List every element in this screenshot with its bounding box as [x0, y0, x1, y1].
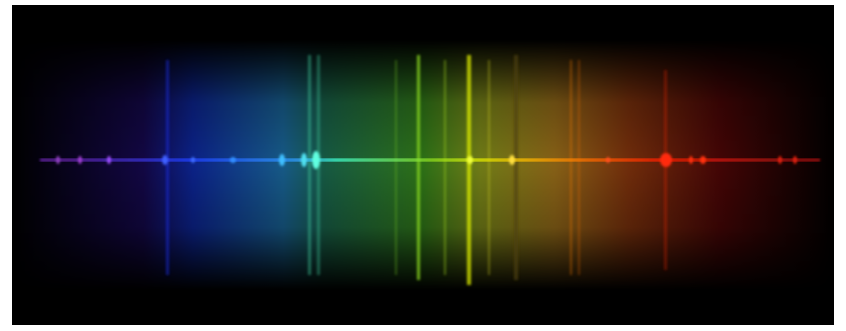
- page: [0, 0, 846, 331]
- spectrum-image: [0, 0, 846, 331]
- continuum-band: [12, 40, 834, 290]
